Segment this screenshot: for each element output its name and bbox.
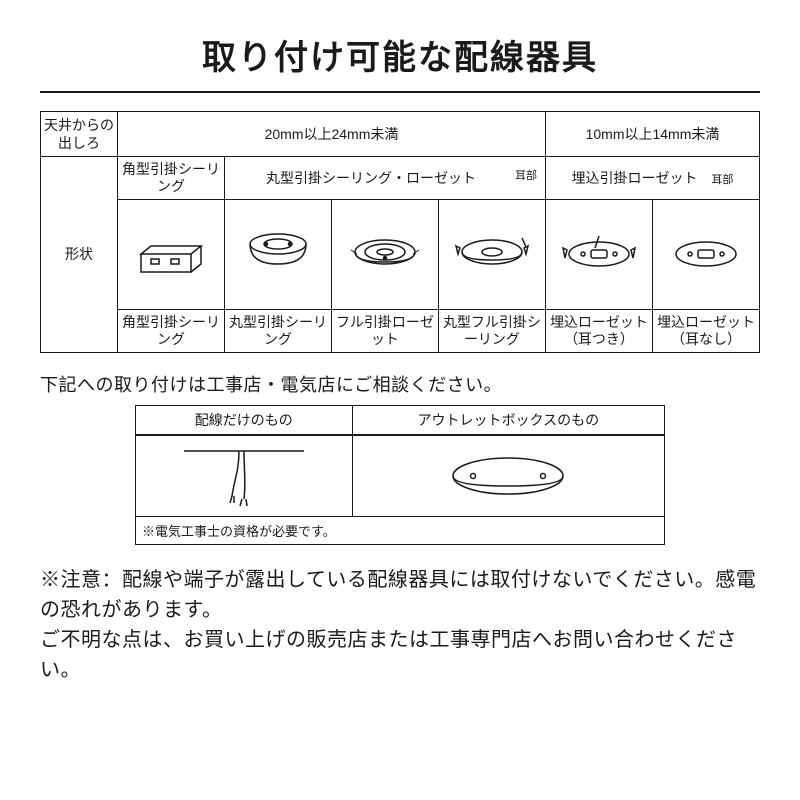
type-square-bottom: 角型引掛シーリング — [118, 309, 225, 352]
fixture-table: 天井からの出しろ 20mm以上24mm未満 10mm以上14mm未満 形状 角型… — [40, 111, 760, 353]
contact-note: 下記への取り付けは工事店・電気店にご相談ください。 — [40, 371, 760, 397]
type-embed-top: 埋込引掛ローゼット 耳部 — [545, 157, 759, 200]
type-square-top: 角型引掛シーリング — [118, 157, 225, 200]
contact-outlet-diagram — [353, 436, 664, 516]
ear-label-1: 耳部 — [515, 170, 543, 183]
contact-box: 配線だけのもの アウトレットボックスのもの — [135, 405, 665, 545]
type-embed-top-label: 埋込引掛ローゼット — [572, 170, 698, 186]
type-round-top: 丸型引掛シーリング・ローゼット 耳部 — [224, 157, 545, 200]
diagram-square — [118, 199, 225, 309]
header-range-1: 20mm以上24mm未満 — [118, 112, 546, 157]
diagram-embed-noear — [652, 199, 759, 309]
header-projection: 天井からの出しろ — [41, 112, 118, 157]
contact-wire-label: 配線だけのもの — [136, 406, 352, 435]
contact-outlet-label: アウトレットボックスのもの — [353, 406, 664, 435]
warning-text: ※注意：配線や端子が露出している配線器具には取付けないでください。感電の恐れがあ… — [40, 565, 760, 685]
contact-wire-diagram — [136, 436, 353, 516]
diagram-round-full-ceiling — [438, 199, 545, 309]
header-shape: 形状 — [41, 157, 118, 352]
type-embed-b-bottom: 埋込ローゼット（耳なし） — [652, 309, 759, 352]
type-round-a-bottom: 丸型引掛シーリング — [224, 309, 331, 352]
header-range-2: 10mm以上14mm未満 — [545, 112, 759, 157]
ear-label-2: 耳部 — [701, 174, 733, 186]
type-round-top-label: 丸型引掛シーリング・ローゼット — [266, 170, 476, 186]
diagram-embed-ear — [545, 199, 652, 309]
license-note: ※電気工事士の資格が必要です。 — [136, 516, 664, 544]
page-title: 取り付け可能な配線器具 — [40, 30, 760, 93]
diagram-full-rosette — [331, 199, 438, 309]
warning-line-1: ※注意：配線や端子が露出している配線器具には取付けないでください。感電の恐れがあ… — [40, 569, 756, 621]
type-embed-a-bottom: 埋込ローゼット（耳つき） — [545, 309, 652, 352]
warning-line-2: ご不明な点は、お買い上げの販売店または工事専門店へお問い合わせください。 — [40, 629, 737, 681]
type-round-b-bottom: フル引掛ローゼット — [331, 309, 438, 352]
type-round-c-bottom: 丸型フル引掛シーリング — [438, 309, 545, 352]
diagram-round-ceiling — [224, 199, 331, 309]
